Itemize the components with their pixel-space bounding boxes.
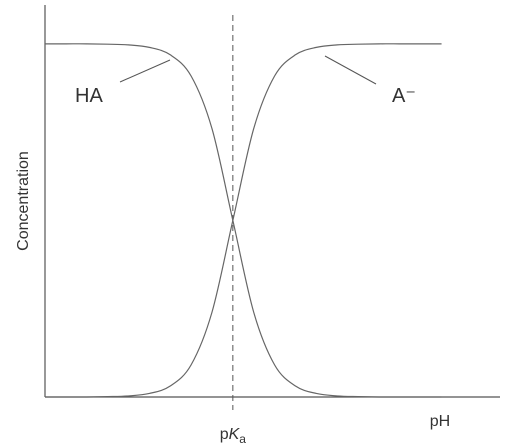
marker-label: pKa xyxy=(220,426,247,446)
marker-label-subscript: a xyxy=(239,432,246,446)
marker-label-prefix: p xyxy=(220,426,229,443)
marker-label-symbol: K xyxy=(229,426,241,443)
x-axis-label: pH xyxy=(430,413,450,430)
leader-line xyxy=(324,55,377,85)
series-label: HA xyxy=(75,85,103,107)
series-line xyxy=(45,43,442,398)
leader-line xyxy=(119,59,171,83)
series-line xyxy=(44,43,442,398)
y-axis-label: Concentration xyxy=(15,151,32,251)
series-label: A⁻ xyxy=(392,85,416,107)
